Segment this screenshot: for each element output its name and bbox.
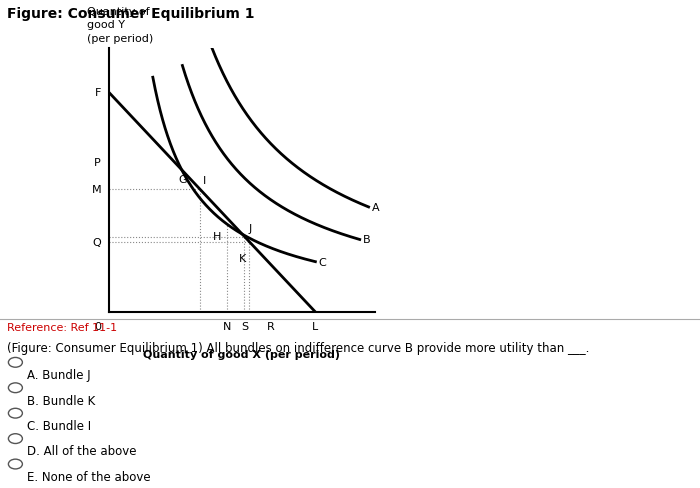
Text: J: J <box>249 224 252 234</box>
Text: D. All of the above: D. All of the above <box>27 445 136 458</box>
Text: Quantity of
good Y
(per period): Quantity of good Y (per period) <box>88 7 153 43</box>
Text: M: M <box>92 184 101 194</box>
Text: C. Bundle I: C. Bundle I <box>27 419 91 432</box>
Text: 0: 0 <box>94 321 101 331</box>
Text: (Figure: Consumer Equilibrium 1) All bundles on indifference curve B provide mor: (Figure: Consumer Equilibrium 1) All bun… <box>7 342 589 355</box>
Text: F: F <box>94 88 101 98</box>
Text: B. Bundle K: B. Bundle K <box>27 394 94 407</box>
Text: P: P <box>94 158 101 168</box>
Text: B: B <box>363 235 370 245</box>
Text: G: G <box>178 175 187 184</box>
Text: S: S <box>241 321 248 331</box>
Text: A: A <box>372 203 379 212</box>
Text: E. None of the above: E. None of the above <box>27 470 150 483</box>
Text: Reference: Ref 11-1: Reference: Ref 11-1 <box>7 322 117 332</box>
Text: N: N <box>223 321 231 331</box>
Text: C: C <box>318 257 326 267</box>
Text: Quantity of good X (per period): Quantity of good X (per period) <box>143 349 340 359</box>
Text: L: L <box>312 321 318 331</box>
Text: A. Bundle J: A. Bundle J <box>27 368 90 382</box>
Text: Figure: Consumer Equilibrium 1: Figure: Consumer Equilibrium 1 <box>7 7 255 21</box>
Text: H: H <box>212 231 220 241</box>
Text: K: K <box>239 253 246 263</box>
Text: Q: Q <box>92 237 101 247</box>
Text: R: R <box>267 321 275 331</box>
Text: I: I <box>202 176 206 186</box>
